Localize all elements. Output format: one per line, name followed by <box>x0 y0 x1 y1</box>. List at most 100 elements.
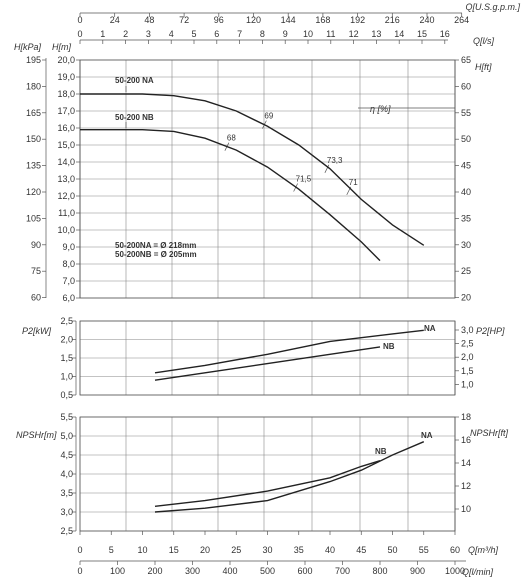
npsh-curve-nb-label: NB <box>375 447 387 456</box>
impeller-note-na: 50-200NA = Ø 218mm <box>115 241 196 250</box>
efficiency-mark-label: 69 <box>264 112 273 121</box>
labels-layer: 20,019,018,017,016,015,014,013,012,011,0… <box>14 2 520 577</box>
npsh-m-tick-label: 5,5 <box>60 412 73 422</box>
top-gpm-tick-label: 240 <box>419 15 434 25</box>
top-gpm-tick-label: 216 <box>385 15 400 25</box>
efficiency-mark-label: 71,5 <box>296 175 312 184</box>
top-gpm-tick-label: 0 <box>77 15 82 25</box>
head-m-tick-label: 7,0 <box>62 276 75 286</box>
head-ft-tick-label: 45 <box>461 161 471 171</box>
top-ls-tick-label: 2 <box>123 29 128 39</box>
power-kw-tick-label: 0,5 <box>60 390 73 400</box>
head-m-tick-label: 18,0 <box>57 89 75 99</box>
npsh-ft-tick-label: 14 <box>461 458 471 468</box>
bottom-m3h-tick-label: 0 <box>77 545 82 555</box>
head-ft-tick-label: 30 <box>461 240 471 250</box>
npsh-m-tick-label: 3,0 <box>60 507 73 517</box>
grid-layer <box>79 59 456 532</box>
head-m-tick-label: 8,0 <box>62 259 75 269</box>
head-m-tick-label: 20,0 <box>57 55 75 65</box>
top-ls-tick-label: 10 <box>303 29 313 39</box>
bottom-m3h-tick-label: 45 <box>356 545 366 555</box>
head-m-axis-title: H[m] <box>52 42 71 52</box>
bottom-lmin-tick-label: 500 <box>260 566 275 576</box>
efficiency-mark-label: 73,3 <box>327 156 343 165</box>
head-curve-na-label: 50-200 NA <box>115 76 154 85</box>
bottom-m3h-tick-label: 35 <box>294 545 304 555</box>
head-kpa-tick-label: 60 <box>31 293 41 303</box>
bottom-m3h-tick-label: 15 <box>169 545 179 555</box>
bottom-m3h-tick-label: 20 <box>200 545 210 555</box>
npsh-curve-na-label: NA <box>421 431 433 440</box>
top-gpm-tick-label: 264 <box>454 15 469 25</box>
head-m-tick-label: 6,0 <box>62 293 75 303</box>
top-ls-tick-label: 12 <box>349 29 359 39</box>
power-hp-tick-label: 1,0 <box>461 379 474 389</box>
head-m-tick-label: 13,0 <box>57 174 75 184</box>
bottom-lmin-tick-label: 800 <box>372 566 387 576</box>
top-gpm-axis-title: Q[U.S.g.p.m.] <box>465 2 520 12</box>
head-kpa-tick-label: 75 <box>31 266 41 276</box>
power-hp-tick-label: 2,0 <box>461 352 474 362</box>
head-kpa-tick-label: 195 <box>26 55 41 65</box>
head-ft-tick-label: 35 <box>461 213 471 223</box>
head-ft-tick-label: 25 <box>461 266 471 276</box>
bottom-lmin-tick-label: 300 <box>185 566 200 576</box>
top-ls-axis-title: Q[l/s] <box>473 36 495 46</box>
head-ft-axis-title: H[ft] <box>475 62 492 72</box>
top-ls-tick-label: 9 <box>283 29 288 39</box>
top-gpm-tick-label: 168 <box>315 15 330 25</box>
top-ls-tick-label: 6 <box>214 29 219 39</box>
power-hp-tick-label: 2,5 <box>461 339 474 349</box>
head-m-tick-label: 10,0 <box>57 225 75 235</box>
head-m-tick-label: 19,0 <box>57 72 75 82</box>
top-ls-tick-label: 1 <box>100 29 105 39</box>
head-kpa-tick-label: 135 <box>26 161 41 171</box>
head-curve-nb-label: 50-200 NB <box>115 113 154 122</box>
efficiency-mark <box>324 164 330 173</box>
power-curve-na <box>154 329 424 374</box>
top-gpm-tick-label: 144 <box>281 15 296 25</box>
top-ls-tick-label: 4 <box>169 29 174 39</box>
head-curve-nb <box>80 129 381 262</box>
axes-layer <box>42 12 466 565</box>
power-curve-nb <box>154 346 381 381</box>
bottom-m3h-tick-label: 55 <box>419 545 429 555</box>
bottom-m3h-tick-label: 10 <box>137 545 147 555</box>
top-gpm-tick-label: 48 <box>144 15 154 25</box>
top-ls-tick-label: 8 <box>260 29 265 39</box>
power-hp-tick-label: 1,5 <box>461 366 474 376</box>
npsh-curve-na <box>154 441 425 513</box>
head-m-tick-label: 16,0 <box>57 123 75 133</box>
npsh-ft-axis-title: NPSHr[ft] <box>470 428 509 438</box>
top-ls-tick-label: 11 <box>326 29 335 39</box>
head-kpa-axis-title: H[kPa] <box>14 42 42 52</box>
bottom-m3h-axis-title: Q[m³/h] <box>468 545 499 555</box>
head-ft-tick-label: 40 <box>461 187 471 197</box>
bottom-m3h-tick-label: 5 <box>109 545 114 555</box>
bottom-lmin-tick-label: 700 <box>335 566 350 576</box>
npsh-ft-tick-label: 16 <box>461 435 471 445</box>
bottom-m3h-tick-label: 50 <box>387 545 397 555</box>
curves-layer <box>80 93 425 513</box>
power-kw-tick-label: 2,0 <box>60 335 73 345</box>
npsh-m-tick-label: 4,5 <box>60 450 73 460</box>
npsh-ft-tick-label: 18 <box>461 412 471 422</box>
npsh-m-tick-label: 2,5 <box>60 526 73 536</box>
top-gpm-tick-label: 120 <box>246 15 261 25</box>
power-curve-na-label: NA <box>424 324 436 333</box>
power-kw-axis-title: P2[kW] <box>22 326 52 336</box>
efficiency-mark-label: 68 <box>227 134 236 143</box>
head-kpa-tick-label: 90 <box>31 240 41 250</box>
npsh-m-tick-label: 5,0 <box>60 431 73 441</box>
npsh-m-tick-label: 4,0 <box>60 469 73 479</box>
head-ft-tick-label: 60 <box>461 81 471 91</box>
power-hp-tick-label: 3,0 <box>461 325 474 335</box>
impeller-note-nb: 50-200NB = Ø 205mm <box>115 250 197 259</box>
bottom-m3h-tick-label: 40 <box>325 545 335 555</box>
top-gpm-tick-label: 192 <box>350 15 365 25</box>
efficiency-mark-label: 71 <box>349 178 358 187</box>
bottom-lmin-tick-label: 400 <box>222 566 237 576</box>
head-kpa-tick-label: 165 <box>26 108 41 118</box>
top-ls-tick-label: 13 <box>371 29 381 39</box>
